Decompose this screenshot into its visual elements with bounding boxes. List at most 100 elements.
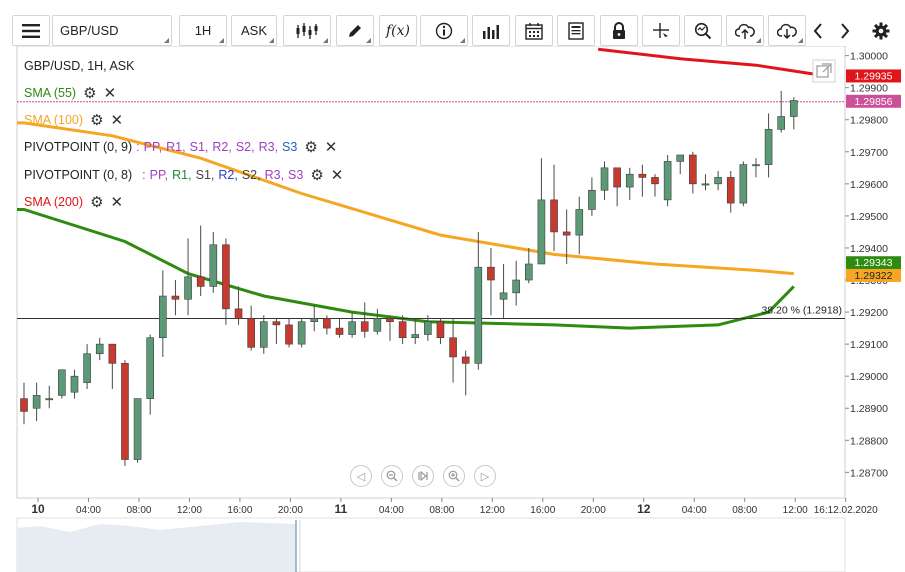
menu-button[interactable]: [12, 15, 50, 46]
gear-icon[interactable]: ⚙: [310, 167, 324, 184]
close-icon[interactable]: ✕: [330, 167, 344, 184]
candle-body: [159, 295, 167, 339]
time-tick-label: 12:00: [783, 505, 808, 516]
price-badge: 1.29856: [846, 94, 901, 108]
candle: [184, 238, 192, 316]
candle: [461, 350, 470, 396]
candle-body: [499, 292, 508, 300]
legend-pivot-9[interactable]: PIVOTPOINT (0, 9) : PP, R1, S1, R2, S2, …: [24, 138, 337, 156]
close-icon[interactable]: ✕: [103, 85, 117, 102]
info-button[interactable]: [420, 15, 468, 46]
lock-button[interactable]: [600, 15, 638, 46]
close-icon[interactable]: ✕: [324, 139, 338, 156]
price-chart[interactable]: 38.20 % (1.2918) 1.300001.299001.298001.…: [0, 46, 905, 572]
timeframe-selector[interactable]: 1H: [179, 15, 227, 46]
candle: [600, 161, 609, 200]
close-icon[interactable]: ✕: [110, 112, 124, 129]
candle: [171, 280, 180, 316]
pivot-item: R1,: [166, 140, 186, 154]
candle: [436, 318, 445, 345]
expand-button[interactable]: [812, 59, 836, 83]
candle-body: [726, 177, 735, 204]
candle: [386, 315, 394, 341]
candle: [133, 398, 142, 463]
candle: [764, 113, 773, 178]
pivot-item: S3: [282, 140, 298, 154]
zoom-out-button[interactable]: [381, 465, 403, 487]
candle-body: [701, 183, 710, 186]
pivot-item: S2,: [241, 168, 261, 182]
navigator-area: [17, 522, 296, 572]
pan-right-button[interactable]: ▷: [474, 465, 496, 487]
settings-button[interactable]: [866, 15, 896, 46]
candle: [20, 382, 28, 425]
candle-body: [524, 263, 533, 281]
pivot-item: PP,: [143, 140, 163, 154]
price-tick-label: 1.29900: [850, 83, 888, 95]
candle-body: [285, 324, 293, 345]
pan-left-button[interactable]: ◁: [350, 465, 372, 487]
gear-icon: [872, 22, 890, 39]
legend-sma55[interactable]: SMA (55) ⚙ ✕: [24, 84, 116, 102]
scroll-right-button[interactable]: [833, 15, 857, 46]
candle-body: [171, 295, 180, 300]
zoom-button[interactable]: [684, 15, 722, 46]
gear-icon[interactable]: ⚙: [90, 112, 104, 129]
time-axis[interactable]: 10 04:00 08:00 12:00 16:00 20:00 11 04:00 08:00 1…: [17, 497, 878, 516]
candle-body: [335, 327, 344, 335]
candle-body: [297, 321, 306, 345]
crosshair-button[interactable]: [642, 15, 680, 46]
candle: [487, 247, 495, 316]
candle: [272, 318, 281, 345]
candle: [424, 315, 432, 341]
pivot-item: S1,: [189, 140, 209, 154]
candle: [259, 315, 268, 354]
candle-body: [45, 398, 54, 401]
candle-body: [20, 398, 28, 412]
candle-body: [121, 363, 129, 460]
price-tick-label: 1.29700: [850, 147, 888, 159]
template-button[interactable]: [557, 15, 595, 46]
gear-icon[interactable]: ⚙: [304, 139, 318, 156]
price-axis[interactable]: 1.30000 1.29900 1.29800 1.29700 1.29600 1.295…: [845, 51, 888, 480]
symbol-selector[interactable]: GBP/USD: [52, 15, 172, 46]
draw-tool-button[interactable]: [336, 15, 374, 46]
indicators-button[interactable]: f(x): [379, 15, 417, 46]
triangle-left-icon: ◁: [356, 470, 366, 483]
calendar-button[interactable]: [515, 15, 553, 46]
price-tick-label: 1.30000: [850, 51, 888, 63]
pivot-item: R1,: [172, 168, 192, 182]
close-icon[interactable]: ✕: [110, 194, 124, 211]
candle: [373, 308, 382, 335]
download-button[interactable]: [768, 15, 806, 46]
gear-icon[interactable]: ⚙: [90, 194, 104, 211]
candle: [625, 167, 634, 200]
plot-area: [16, 46, 846, 499]
price-type-selector[interactable]: ASK: [231, 15, 277, 46]
price-tick-label: 1.29100: [850, 339, 888, 351]
reset-view-button[interactable]: [412, 465, 434, 487]
gear-icon[interactable]: ⚙: [83, 85, 97, 102]
legend-sma200[interactable]: SMA (200) ⚙ ✕: [24, 193, 123, 211]
scroll-left-button[interactable]: [806, 15, 830, 46]
pivot-item: PP,: [149, 168, 169, 182]
candle: [676, 154, 685, 175]
fib-level-label: 38.20 % (1.2918): [761, 304, 842, 316]
chart-type-button[interactable]: [283, 15, 331, 46]
legend-pivot-9-label: PIVOTPOINT (0, 9): [24, 140, 133, 154]
time-tick-label: 20:00: [581, 505, 606, 516]
volume-button[interactable]: [472, 15, 510, 46]
pivot-item: S1,: [195, 168, 215, 182]
upload-button[interactable]: [726, 15, 764, 46]
candle: [70, 369, 79, 399]
candle-body: [739, 164, 748, 204]
legend-sma100[interactable]: SMA (100) ⚙ ✕: [24, 111, 123, 129]
price-badge-bg: [846, 94, 901, 108]
price-tick-label: 1.29200: [850, 307, 888, 319]
document-icon: [568, 21, 584, 40]
calendar-icon: [525, 22, 543, 40]
candle-body: [676, 154, 685, 162]
legend-pivot-8[interactable]: PIVOTPOINT (0, 8) : PP, R1, S1, R2, S2, …: [24, 166, 343, 184]
zoom-in-button[interactable]: [443, 465, 465, 487]
candle-body: [373, 318, 382, 332]
